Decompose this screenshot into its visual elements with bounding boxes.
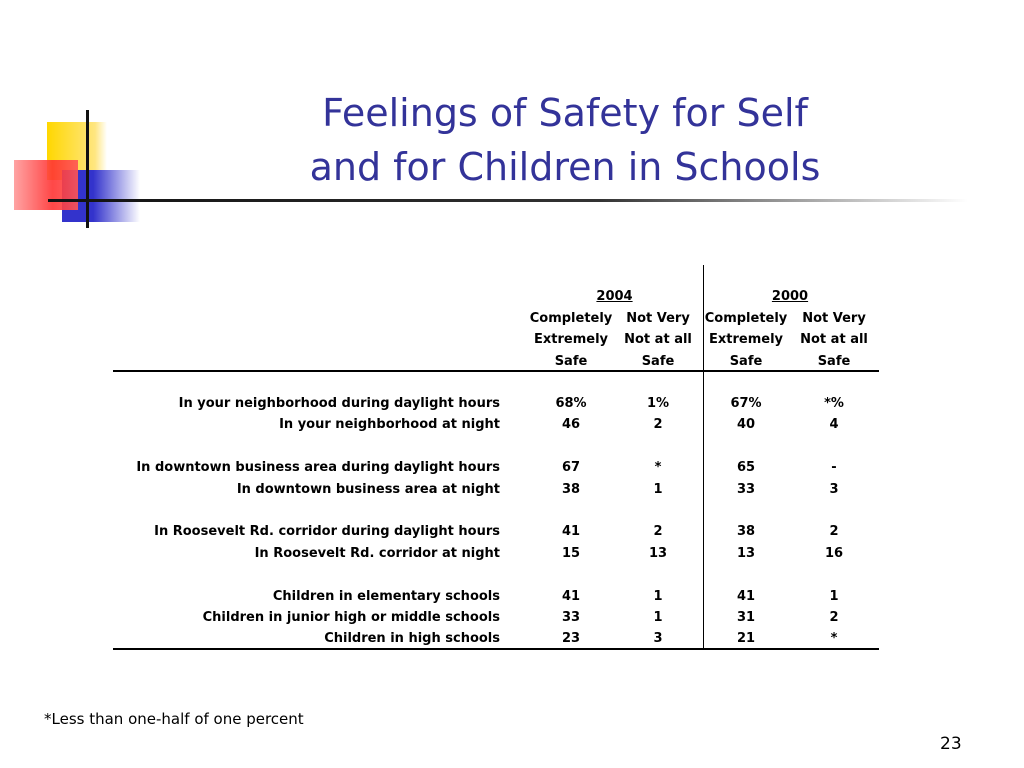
column-header: Not Very bbox=[802, 311, 866, 326]
bottom-rule bbox=[113, 648, 879, 650]
cell-value: 33 bbox=[736, 481, 756, 497]
row-label: In Roosevelt Rd. corridor at night bbox=[254, 545, 500, 561]
cell-value: 46 bbox=[561, 417, 581, 433]
cell-value: 15 bbox=[561, 545, 581, 561]
cell-value: 1 bbox=[653, 588, 663, 604]
row-label: In Roosevelt Rd. corridor during dayligh… bbox=[154, 524, 500, 540]
cell-value: 4 bbox=[829, 417, 839, 433]
cell-value: 13 bbox=[736, 545, 756, 561]
cell-value: 2 bbox=[653, 417, 663, 433]
cell-value: 68% bbox=[555, 396, 587, 411]
cell-value: 38 bbox=[561, 481, 581, 497]
cell-value: 2 bbox=[829, 610, 839, 625]
cell-value: 23 bbox=[561, 631, 581, 647]
vertical-rule bbox=[703, 265, 704, 649]
deco-hline bbox=[48, 199, 968, 202]
cell-value: 65 bbox=[736, 460, 756, 476]
cell-value: 1 bbox=[653, 481, 663, 497]
cell-value: - bbox=[831, 460, 837, 476]
cell-value: 2 bbox=[829, 524, 839, 540]
cell-value: 38 bbox=[736, 524, 756, 540]
cell-value: 31 bbox=[736, 610, 756, 625]
column-header: Safe bbox=[729, 353, 763, 369]
deco-red bbox=[14, 160, 78, 210]
cell-value: 21 bbox=[736, 631, 756, 647]
cell-value: 40 bbox=[736, 417, 756, 433]
cell-value: 3 bbox=[829, 481, 839, 497]
footnote: *Less than one-half of one percent bbox=[44, 710, 304, 728]
cell-value: 1 bbox=[653, 610, 663, 625]
cell-value: 67% bbox=[730, 396, 762, 411]
column-header: Safe bbox=[817, 353, 851, 369]
cell-value: 41 bbox=[561, 524, 581, 540]
cell-value: 1% bbox=[646, 396, 670, 411]
column-header: Not at all bbox=[800, 332, 868, 348]
row-label: In your neighborhood at night bbox=[279, 417, 500, 433]
column-header: Completely bbox=[704, 311, 788, 326]
row-label: In your neighborhood during daylight hou… bbox=[178, 396, 500, 411]
column-header: Safe bbox=[641, 353, 675, 369]
cell-value: 33 bbox=[561, 610, 581, 625]
row-label: Children in high schools bbox=[324, 631, 500, 647]
column-header: Not Very bbox=[626, 311, 690, 326]
column-header: Completely bbox=[529, 311, 613, 326]
cell-value: *% bbox=[824, 396, 844, 411]
row-label: Children in elementary schools bbox=[272, 588, 500, 604]
cell-value: 41 bbox=[561, 588, 581, 604]
row-label: In downtown business area at night bbox=[236, 481, 500, 497]
year-header: 2004 bbox=[596, 289, 633, 304]
cell-value: * bbox=[654, 460, 662, 476]
column-header: Extremely bbox=[533, 332, 609, 348]
row-label: Children in junior high or middle school… bbox=[202, 610, 500, 625]
title-line: and for Children in Schools bbox=[309, 145, 821, 189]
cell-value: 3 bbox=[653, 631, 663, 647]
deco-vline bbox=[86, 110, 89, 228]
title-line: Feelings of Safety for Self bbox=[322, 91, 808, 135]
cell-value: 16 bbox=[824, 545, 844, 561]
column-header: Not at all bbox=[624, 332, 692, 348]
page-number: 23 bbox=[940, 734, 962, 754]
cell-value: 2 bbox=[653, 524, 663, 540]
year-header: 2000 bbox=[771, 289, 809, 304]
cell-value: 41 bbox=[736, 588, 756, 604]
cell-value: 67 bbox=[561, 460, 581, 476]
cell-value: * bbox=[830, 631, 838, 647]
cell-value: 1 bbox=[829, 588, 839, 604]
row-label: In downtown business area during dayligh… bbox=[136, 460, 500, 476]
header-rule bbox=[113, 370, 879, 372]
column-header: Safe bbox=[554, 353, 588, 369]
cell-value: 13 bbox=[648, 545, 668, 561]
column-header: Extremely bbox=[708, 332, 784, 348]
